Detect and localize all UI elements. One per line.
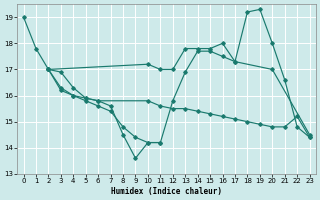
X-axis label: Humidex (Indice chaleur): Humidex (Indice chaleur) (111, 187, 222, 196)
